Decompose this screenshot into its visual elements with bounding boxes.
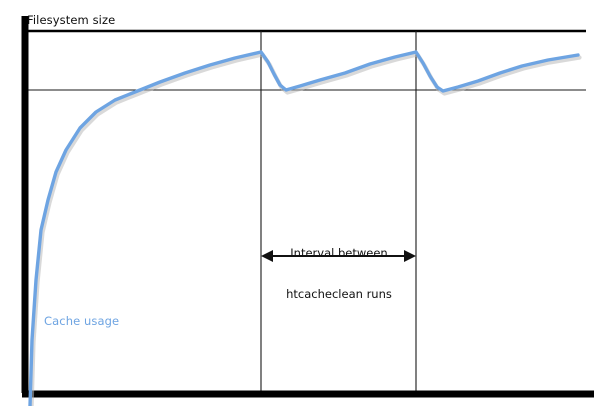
filesystem-size-label: Filesystem size bbox=[27, 13, 116, 27]
cache-usage-series-label: Cache usage bbox=[44, 314, 120, 328]
interval-arrow-head-left bbox=[261, 250, 273, 262]
interval-annotation-line-1: Interval between bbox=[290, 246, 388, 260]
cache-usage-curve bbox=[28, 50, 580, 406]
interval-arrow-head-right bbox=[404, 250, 416, 262]
interval-arrow bbox=[261, 250, 416, 262]
interval-annotation-label: Interval between htcacheclean runs bbox=[276, 220, 402, 328]
interval-annotation-line-2: htcacheclean runs bbox=[286, 286, 392, 301]
